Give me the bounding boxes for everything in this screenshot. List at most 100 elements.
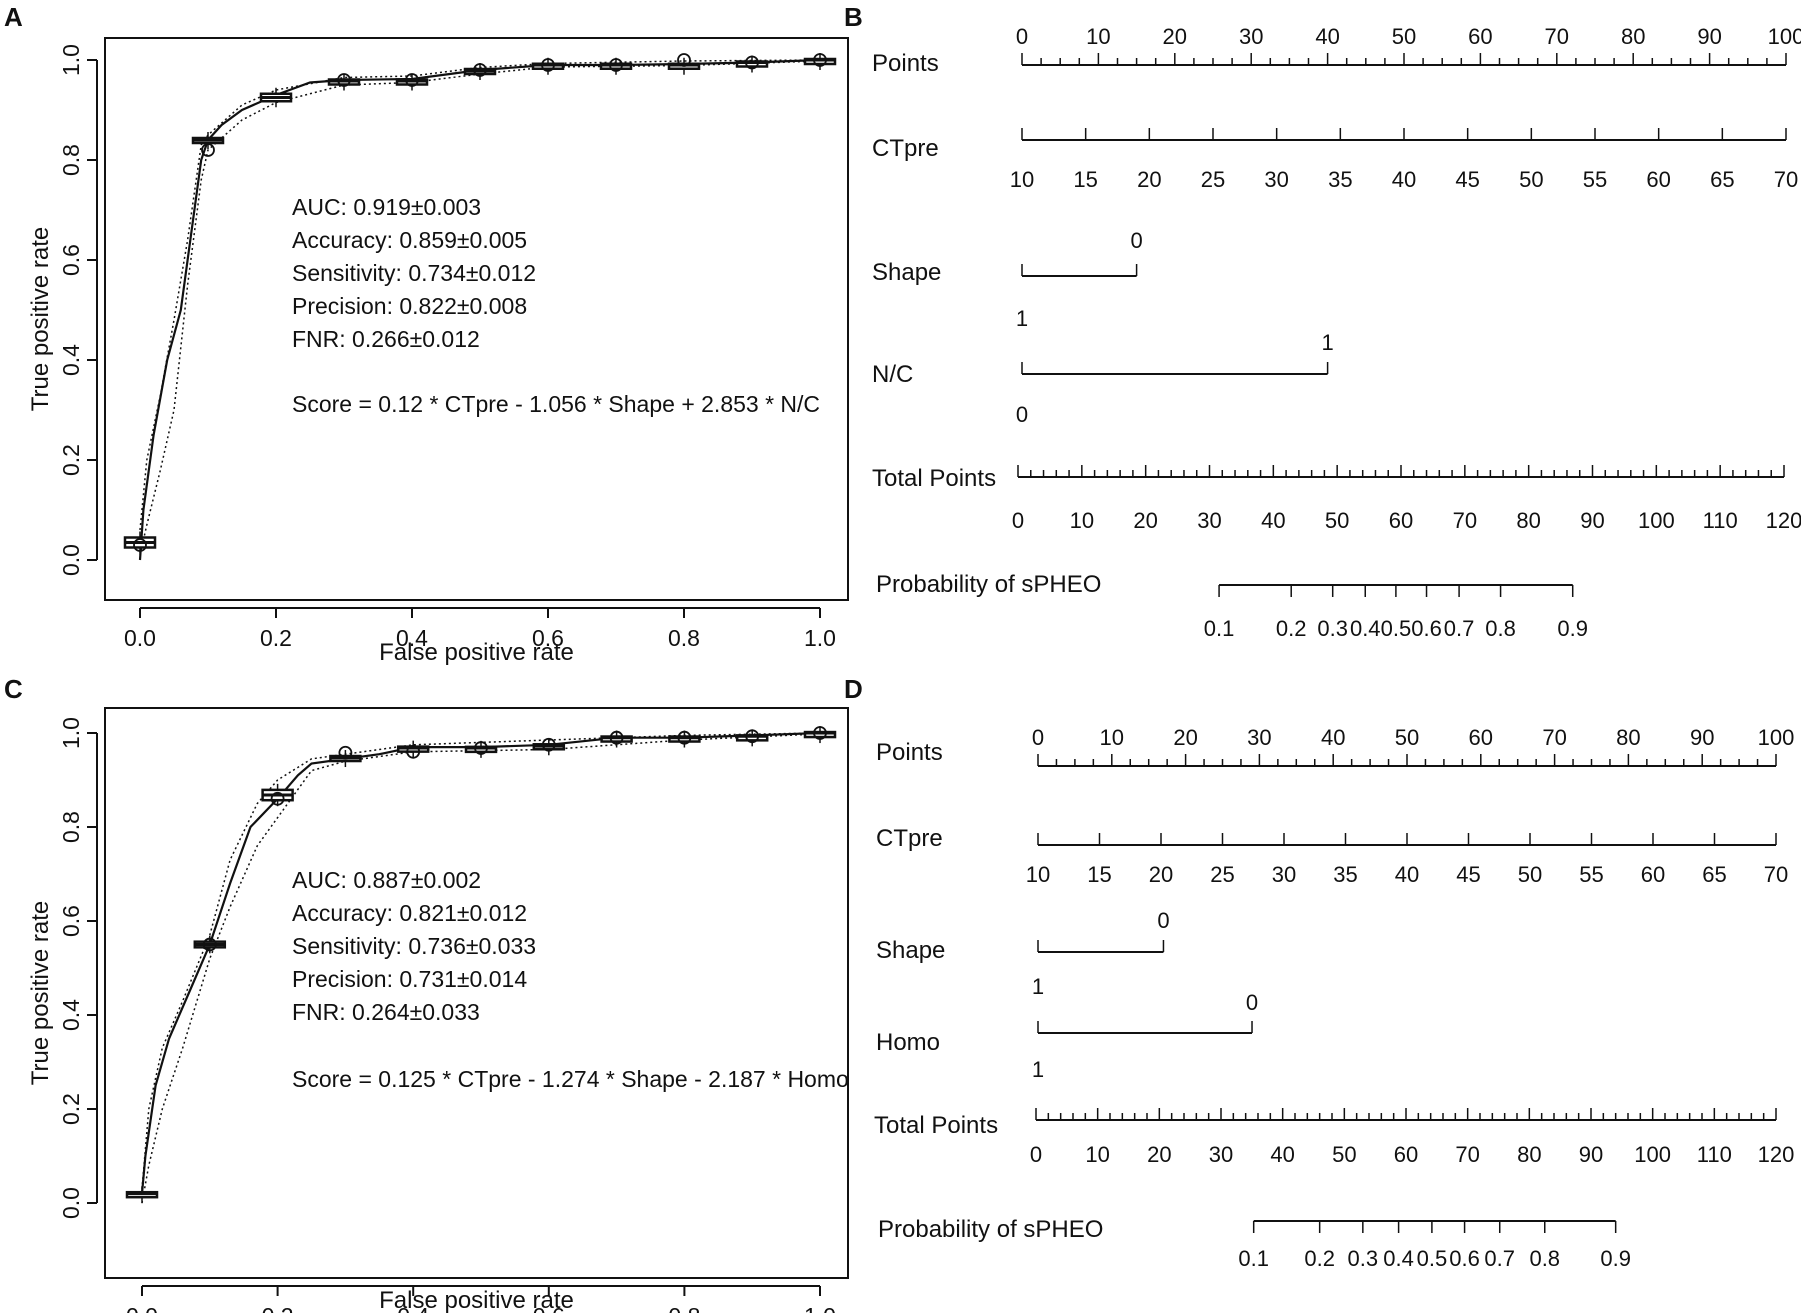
x-tick-label-c: 0.8 (668, 1303, 700, 1313)
x-tick-label-a: 0.6 (532, 625, 564, 651)
total-points-tick-label-b: 30 (1197, 508, 1221, 533)
x-tick-label-c: 0.4 (397, 1303, 429, 1313)
ctpre-tick-label-b: 10 (1010, 167, 1034, 192)
row-label-n-c-b: N/C (872, 361, 913, 388)
probability-tick-label-b: 0.3 (1317, 616, 1348, 641)
ctpre-tick-label-b: 55 (1583, 167, 1607, 192)
metric-text-c: Accuracy: 0.821±0.012 (292, 900, 527, 926)
n-c-level-label-b: 0 (1016, 402, 1028, 427)
ctpre-tick-label-d: 40 (1395, 862, 1419, 887)
total-points-tick-label-d: 0 (1030, 1142, 1042, 1167)
x-tick-label-c: 0.2 (262, 1303, 294, 1313)
points-tick-label-d: 0 (1032, 725, 1044, 750)
probability-tick-label-d: 0.6 (1449, 1246, 1480, 1271)
row-label-total-points-d: Total Points (874, 1112, 998, 1139)
metric-text-a: FNR: 0.266±0.012 (292, 326, 480, 352)
x-tick-label-a: 0.0 (124, 625, 156, 651)
total-points-tick-label-d: 60 (1394, 1142, 1418, 1167)
points-tick-label-b: 40 (1315, 24, 1339, 49)
ctpre-tick-label-d: 10 (1026, 862, 1050, 887)
outlier-point-a (677, 53, 691, 67)
homo-level-label-d: 1 (1032, 1057, 1044, 1082)
total-points-tick-label-d: 80 (1517, 1142, 1541, 1167)
outlier-point-c (202, 937, 217, 952)
total-points-tick-label-b: 40 (1261, 508, 1285, 533)
total-points-tick-label-b: 0 (1012, 508, 1024, 533)
y-tick-label-a: 0.2 (58, 444, 84, 476)
score-formula-a: Score = 0.12 * CTpre - 1.056 * Shape + 2… (292, 391, 820, 417)
total-points-tick-label-d: 70 (1455, 1142, 1479, 1167)
ctpre-tick-label-d: 35 (1333, 862, 1357, 887)
total-points-tick-label-d: 40 (1270, 1142, 1294, 1167)
ctpre-tick-label-d: 15 (1087, 862, 1111, 887)
outlier-point-c (609, 730, 624, 745)
total-points-tick-label-b: 110 (1703, 508, 1738, 533)
shape-level-label-b: 1 (1016, 306, 1028, 331)
outlier-point-c (541, 737, 556, 752)
total-points-tick-label-b: 50 (1325, 508, 1349, 533)
total-points-tick-label-b: 100 (1638, 508, 1675, 533)
x-axis-label-a: False positive rate (379, 639, 574, 666)
outlier-point-a (473, 63, 487, 77)
x-tick-label-a: 0.8 (668, 625, 700, 651)
shape-level-label-b: 0 (1130, 228, 1142, 253)
row-label-ctpre-b: CTpre (872, 135, 939, 162)
y-tick-label-c: 0.4 (58, 999, 84, 1031)
total-points-tick-label-d: 100 (1634, 1142, 1671, 1167)
outlier-point-c (813, 726, 827, 740)
points-tick-label-d: 10 (1100, 725, 1124, 750)
probability-tick-label-d: 0.3 (1348, 1246, 1379, 1271)
ctpre-tick-label-b: 20 (1137, 167, 1161, 192)
metric-text-c: AUC: 0.887±0.002 (292, 867, 481, 893)
ctpre-tick-label-b: 40 (1392, 167, 1416, 192)
ctpre-tick-label-d: 50 (1518, 862, 1542, 887)
ctpre-tick-label-d: 70 (1764, 862, 1788, 887)
ctpre-tick-label-b: 70 (1774, 167, 1798, 192)
outlier-point-c (745, 729, 760, 744)
points-tick-label-d: 80 (1616, 725, 1640, 750)
ctpre-tick-label-b: 35 (1328, 167, 1352, 192)
probability-tick-label-d: 0.8 (1529, 1246, 1560, 1271)
ctpre-tick-label-b: 45 (1455, 167, 1479, 192)
total-points-tick-label-d: 120 (1758, 1142, 1795, 1167)
probability-tick-label-d: 0.7 (1484, 1246, 1515, 1271)
outlier-point-c (338, 745, 353, 760)
total-points-tick-label-d: 110 (1697, 1142, 1732, 1167)
y-axis-label-c: True positive rate (27, 901, 54, 1086)
probability-tick-label-d: 0.5 (1417, 1246, 1448, 1271)
outlier-point-a (745, 55, 759, 70)
row-label-points-d: Points (876, 739, 943, 766)
total-points-tick-label-d: 20 (1147, 1142, 1171, 1167)
outlier-point-a (337, 73, 351, 87)
y-tick-label-a: 0.8 (58, 144, 84, 176)
total-points-tick-label-b: 10 (1070, 508, 1094, 533)
points-tick-label-d: 60 (1469, 725, 1493, 750)
x-tick-label-c: 0.0 (126, 1303, 158, 1313)
outlier-point-a (609, 58, 623, 72)
total-points-tick-label-b: 70 (1453, 508, 1477, 533)
x-tick-label-c: 0.6 (533, 1303, 565, 1313)
x-tick-label-a: 0.2 (260, 625, 292, 651)
x-axis-label-c: False positive rate (379, 1287, 574, 1313)
probability-tick-label-b: 0.7 (1444, 616, 1475, 641)
row-label-probability-of-spheo-b: Probability of sPHEO (876, 571, 1101, 598)
row-label-points-b: Points (872, 50, 939, 77)
plot-frame-a (104, 37, 849, 601)
row-label-shape-b: Shape (872, 259, 941, 286)
y-tick-label-a: 1.0 (58, 44, 84, 76)
ctpre-tick-label-d: 25 (1210, 862, 1234, 887)
row-label-probability-of-spheo-d: Probability of sPHEO (878, 1216, 1103, 1243)
total-points-tick-label-b: 90 (1580, 508, 1604, 533)
n-c-level-label-b: 1 (1321, 330, 1333, 355)
points-tick-label-d: 50 (1395, 725, 1419, 750)
points-tick-label-b: 70 (1545, 24, 1569, 49)
points-tick-label-d: 20 (1173, 725, 1197, 750)
score-formula-c: Score = 0.125 * CTpre - 1.274 * Shape - … (292, 1066, 849, 1092)
total-points-tick-label-b: 80 (1516, 508, 1540, 533)
row-label-shape-d: Shape (876, 937, 945, 964)
x-tick-label-c: 1.0 (804, 1303, 836, 1313)
total-points-tick-label-b: 120 (1766, 508, 1801, 533)
points-tick-label-b: 100 (1768, 24, 1801, 49)
total-points-tick-label-b: 60 (1389, 508, 1413, 533)
